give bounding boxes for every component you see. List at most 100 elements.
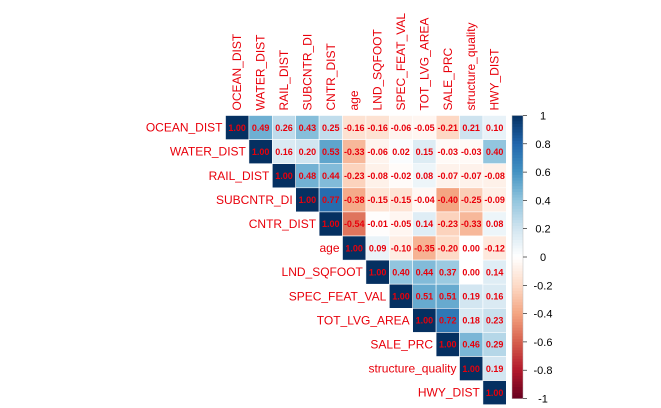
color-legend-band (512, 316, 523, 320)
color-legend-band (512, 358, 523, 363)
cell-value-label: -0.38 (344, 195, 365, 205)
cell-value-label: 1.00 (322, 219, 340, 229)
row-label: structure_quality (368, 362, 456, 376)
cell-value-label: 0.00 (462, 243, 480, 253)
color-legend-band (512, 302, 523, 306)
color-legend-band (512, 296, 523, 300)
column-label: TOT_LVG_AREA (417, 18, 431, 111)
color-legend-band (512, 364, 523, 368)
cell-value-label: -0.09 (484, 195, 505, 205)
cell-value-label: 0.15 (416, 147, 434, 157)
row-label: CNTR_DIST (249, 217, 317, 231)
cell-value-label: -0.01 (367, 219, 388, 229)
cell-value-label: 1.00 (275, 171, 293, 181)
column-label: CNTR_DIST (324, 42, 338, 110)
color-legend-band (512, 123, 523, 128)
column-label: age (347, 90, 361, 110)
color-legend-tick-label: 1 (540, 111, 546, 123)
color-legend-band (512, 279, 523, 283)
color-legend-band (512, 290, 523, 295)
cell-value-label: 0.19 (486, 364, 504, 374)
cell-value-label: 0.49 (252, 123, 270, 133)
row-label: SALE_PRC (370, 337, 433, 351)
cell-value-label: -0.54 (344, 219, 365, 229)
color-legend-band (512, 143, 523, 148)
color-legend-band (512, 361, 523, 365)
color-legend-tick-label: -0.2 (534, 280, 553, 292)
cell-value-label: 0.43 (299, 123, 317, 133)
color-legend-band (512, 324, 523, 329)
color-legend-tick-label: 0.2 (535, 224, 550, 236)
column-label: SPEC_FEAT_VAL (394, 13, 408, 111)
cell-value-label: -0.03 (461, 147, 482, 157)
row-label: SPEC_FEAT_VAL (289, 289, 387, 303)
cell-value-label: 0.10 (486, 123, 504, 133)
cell-value-label: -0.10 (391, 243, 412, 253)
cell-value-label: 0.00 (462, 267, 480, 277)
column-label: SUBCNTR_DI (300, 34, 314, 111)
cell-value-label: 0.51 (416, 291, 434, 301)
color-legend-band (512, 347, 523, 351)
cell-value-label: 1.00 (252, 147, 270, 157)
cell-value-label: 0.23 (486, 316, 504, 326)
color-legend-band (512, 392, 523, 397)
color-legend-band (512, 370, 523, 374)
cell-value-label: 0.37 (439, 267, 457, 277)
color-legend-band (512, 194, 523, 198)
color-legend-band (512, 299, 523, 303)
cell-value-label: 0.26 (275, 123, 293, 133)
color-legend (511, 115, 524, 399)
color-legend-band (512, 146, 523, 150)
cell-value-label: 1.00 (416, 316, 434, 326)
color-legend-band (512, 157, 523, 162)
color-legend-band (512, 265, 523, 269)
column-label: SALE_PRC (441, 47, 455, 110)
column-label: LND_SQFOOT (371, 28, 385, 110)
color-legend-band (512, 160, 523, 165)
cell-value-label: -0.23 (344, 171, 365, 181)
color-legend-band (512, 203, 523, 207)
color-legend-band (512, 367, 523, 371)
color-legend-band (512, 129, 523, 133)
matrix-value-labels: 1.00 0.49 0.26 0.43 0.25 -0.16 -0.16 -0.06 -0.05… (228, 123, 504, 398)
cell-value-label: 0.02 (392, 147, 410, 157)
cell-value-label: 0.44 (416, 267, 434, 277)
color-legend-band (512, 172, 523, 176)
row-labels: OCEAN_DIST WATER_DIST RAIL_DIST SUBCNTR_DI C… (146, 121, 481, 400)
matrix-cells (225, 115, 507, 406)
color-legend-band (512, 140, 523, 145)
cell-value-label: 0.14 (486, 267, 504, 277)
color-legend-band (512, 395, 523, 399)
color-legend-band (512, 242, 523, 247)
color-legend-band (512, 268, 523, 272)
color-legend-band (512, 135, 523, 139)
color-legend-band (512, 189, 523, 193)
color-legend-band (512, 271, 523, 275)
color-legend-band (512, 183, 523, 187)
cell-value-label: -0.15 (367, 195, 388, 205)
row-label: SUBCNTR_DI (216, 193, 293, 207)
color-legend-band (512, 214, 523, 218)
color-legend-tick-label: -0.8 (534, 365, 553, 377)
cell-value-label: 0.46 (462, 340, 480, 350)
cell-value-label: -0.35 (414, 243, 435, 253)
cell-value-label: -0.05 (391, 219, 412, 229)
cell-value-label: 0.20 (299, 147, 317, 157)
cell-value-label: 0.29 (486, 340, 504, 350)
color-legend-tick-label: 0.8 (535, 139, 550, 151)
color-legend-band (512, 225, 523, 230)
row-label: HWY_DIST (418, 386, 481, 400)
cell-value-label: 0.25 (322, 123, 340, 133)
color-legend-band (512, 174, 523, 179)
color-legend-band (512, 330, 523, 334)
cell-value-label: 0.53 (322, 147, 340, 157)
cell-value-label: -0.08 (367, 171, 388, 181)
cell-value-label: 1.00 (462, 364, 480, 374)
color-legend-band (512, 322, 523, 326)
color-legend-band (512, 254, 523, 258)
cell-value-label: -0.07 (438, 171, 459, 181)
color-legend-band (512, 293, 523, 298)
cell-value-label: -0.04 (414, 195, 435, 205)
color-legend-band (512, 155, 523, 159)
